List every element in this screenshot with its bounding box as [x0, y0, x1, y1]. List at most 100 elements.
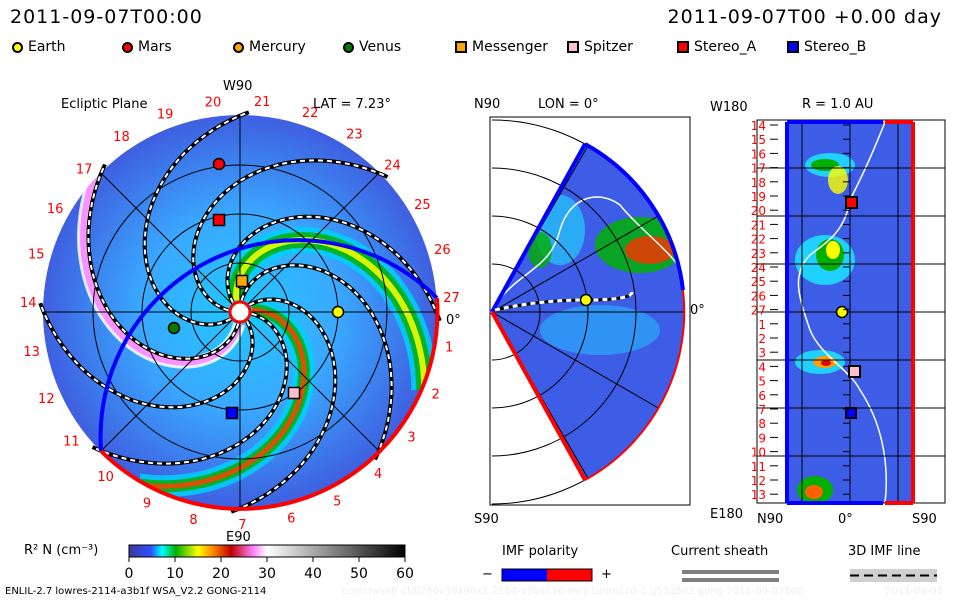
messenger-marker — [235, 274, 249, 288]
legend-label: Stereo_A — [694, 39, 757, 55]
stereo-a-marker — [845, 196, 858, 209]
meridional-bottom-label: S90 — [474, 512, 499, 527]
imf-polarity-label: IMF polarity — [502, 544, 579, 559]
venus-marker — [167, 321, 181, 335]
legend-item-messenger: Messenger — [455, 39, 548, 55]
r1au-y-label: 13 — [751, 488, 766, 502]
carrington-label: 14 — [20, 296, 37, 311]
stereo-b-marker — [225, 406, 239, 420]
stereo-a-marker — [212, 213, 226, 227]
colorbar-tick-label: 40 — [304, 566, 322, 582]
carrington-label: 26 — [434, 243, 451, 258]
legend-item-mercury: Mercury — [233, 39, 306, 55]
r1au-y-label: 6 — [758, 389, 766, 403]
r1au-y-label: 27 — [751, 304, 766, 318]
ecliptic-right-label: 0° — [446, 313, 461, 328]
r1au-y-label: 8 — [758, 417, 766, 431]
ecliptic-lat: LAT = 7.23° — [313, 97, 391, 112]
square-marker-icon — [567, 41, 579, 53]
r1au-y-label: 21 — [751, 218, 766, 232]
colorbar-tick-label: 30 — [258, 566, 276, 582]
current-sheath-label: Current sheath — [671, 544, 769, 559]
earth-marker — [579, 293, 593, 307]
colorbar-tick-label: 0 — [125, 566, 134, 582]
colorbar-tick-label: 50 — [350, 566, 368, 582]
r1au-y-label: 2 — [758, 332, 766, 346]
circle-marker-icon — [12, 41, 23, 53]
carrington-label: 2 — [431, 388, 439, 403]
r1au-y-label: 19 — [751, 190, 766, 204]
carrington-label: 16 — [47, 202, 64, 217]
legend-label: Spitzer — [584, 39, 633, 55]
meridional-right-label: 0° — [690, 303, 705, 318]
colorbar — [128, 544, 406, 558]
carrington-label: 9 — [143, 497, 151, 512]
stereo-b-marker — [845, 407, 857, 419]
left-timestamp: 2011-09-07T00:00 — [10, 6, 203, 28]
r1au-y-label: 11 — [751, 460, 766, 474]
carrington-label: 8 — [189, 513, 197, 528]
colorbar-ticks: 0 10 20 30 40 50 60 — [125, 557, 414, 582]
circle-marker-icon — [343, 41, 354, 53]
meridional-top-label: N90 — [474, 97, 501, 112]
r1au-y-label: 7 — [758, 403, 766, 417]
sun-icon — [228, 300, 252, 324]
r1au-y-label: 3 — [758, 346, 766, 360]
spitzer-marker — [287, 386, 301, 400]
carrington-label: 20 — [205, 96, 222, 111]
imf-negative-swatch — [502, 569, 547, 581]
mars-marker — [212, 157, 226, 171]
imf-polarity-positive-arc — [99, 297, 440, 511]
carrington-label: 12 — [38, 392, 55, 407]
legend-item-stereo-a: Stereo_A — [677, 39, 756, 55]
legend-label: Messenger — [472, 39, 549, 55]
imf-spirals — [38, 110, 442, 514]
square-marker-icon — [677, 41, 689, 53]
earth-marker — [835, 305, 849, 319]
carrington-label: 24 — [384, 159, 401, 174]
carrington-label: 15 — [28, 248, 45, 263]
carrington-label: 3 — [407, 431, 415, 446]
square-marker-icon — [787, 41, 799, 53]
legend-label: Earth — [28, 39, 66, 55]
carrington-label: 22 — [302, 106, 319, 121]
colorbar-tick-label: 60 — [396, 566, 414, 582]
r1au-y-label: 24 — [751, 261, 766, 275]
r1au-top-label: W180 — [710, 100, 748, 115]
carrington-label: 1 — [445, 340, 453, 355]
density-band — [138, 307, 307, 489]
ecliptic-markers — [167, 157, 345, 420]
legend-label: Mercury — [249, 39, 306, 55]
r1au-y-label: 22 — [751, 233, 766, 247]
imf-polarity-negative-arc — [98, 238, 439, 452]
carrington-label: 6 — [287, 512, 295, 527]
run-id: ccmc/wsafr-cld/256x30x90x1.2114-a3b1f.16… — [342, 586, 804, 597]
carrington-label: 5 — [333, 494, 341, 509]
circle-marker-icon — [122, 41, 133, 53]
carrington-label: 10 — [97, 470, 114, 485]
model-info: ENLIL-2.7 lowres-2114-a3b1f WSA_V2.2 GON… — [5, 586, 267, 597]
legend-label: Stereo_B — [804, 39, 867, 55]
ecliptic-bottom-label: E90 — [226, 530, 251, 545]
spitzer-marker — [848, 365, 861, 378]
legend-label: Venus — [359, 39, 402, 55]
r1au-y-label: 1 — [758, 318, 766, 332]
legend-item-earth: Earth — [12, 39, 66, 55]
r1au-y-label: 9 — [758, 431, 766, 445]
carrington-label: 11 — [63, 435, 80, 450]
current-sheath-line-1 — [682, 570, 779, 574]
r1au-y-label: 12 — [751, 474, 766, 488]
legend-item-spitzer: Spitzer — [567, 39, 633, 55]
r1au-y-label: 25 — [751, 275, 766, 289]
carrington-label: 13 — [23, 345, 40, 360]
carrington-label: 27 — [443, 291, 460, 306]
r1au-bottom-label: E180 — [710, 507, 744, 522]
earth-marker — [331, 305, 345, 319]
grid-line — [491, 311, 659, 409]
carrington-label: 25 — [414, 198, 431, 213]
carrington-label: 23 — [346, 128, 363, 143]
legend-label: Mars — [138, 39, 172, 55]
